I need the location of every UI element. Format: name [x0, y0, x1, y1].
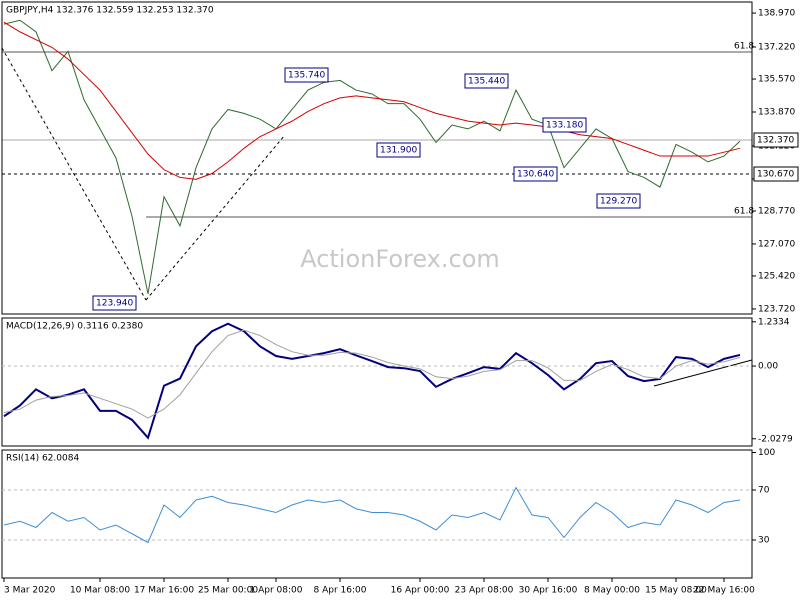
panel-frame	[1, 449, 753, 579]
series-line	[3, 19, 741, 294]
x-tick-label: 3 Mar 2020	[4, 586, 56, 596]
price-label: 132.370	[757, 136, 794, 146]
y-tick-label: -2.0279	[758, 434, 793, 444]
annotation-box	[92, 295, 137, 311]
y-tick-label: 135.570	[758, 75, 795, 85]
panel-title: RSI(14) 62.0084	[6, 454, 79, 464]
y-tick-label: 133.870	[758, 108, 795, 118]
y-tick-label: 137.220	[758, 43, 795, 53]
annotation: 61.8	[734, 207, 754, 217]
annotation-box	[596, 193, 641, 209]
x-tick-label: 8 May 00:00	[584, 586, 640, 596]
price-label-box	[753, 132, 799, 148]
y-tick-label: 125.420	[758, 271, 795, 281]
price-label: 130.670	[757, 170, 794, 180]
x-tick-label: 17 Mar 16:00	[134, 586, 194, 596]
y-tick-label: 70	[758, 486, 770, 496]
annotation-box	[542, 117, 587, 133]
y-tick-label: 0.00	[758, 362, 778, 372]
x-tick-label: 15 May 08:00	[645, 586, 707, 596]
panel-title: GBPJPY,H4 132.376 132.559 132.253 132.37…	[6, 6, 214, 16]
annotation: 129.270	[600, 197, 637, 207]
x-tick-label: 1 Apr 08:00	[250, 586, 303, 596]
y-tick-label: 100	[758, 448, 775, 458]
y-tick-label: 1.2334	[758, 317, 790, 327]
panel-frame	[1, 317, 753, 447]
annotation-box	[376, 142, 421, 158]
x-tick-label: 30 Apr 16:00	[519, 586, 578, 596]
panel-title: MACD(12,26,9) 0.3116 0.2380	[6, 322, 143, 332]
y-tick-label: 127.070	[758, 239, 795, 249]
annotation: 130.640	[517, 170, 554, 180]
series-line	[3, 329, 741, 419]
y-tick-label: 128.770	[758, 206, 795, 216]
annotation: 131.900	[380, 146, 417, 156]
y-tick-label: 123.720	[758, 304, 795, 314]
x-tick-label: 10 Mar 08:00	[70, 586, 130, 596]
series-line	[3, 21, 741, 180]
annotation-box	[284, 67, 329, 83]
x-tick-label: 22 May 16:00	[693, 586, 755, 596]
y-tick-label: 30	[758, 536, 770, 546]
x-tick-label: 16 Apr 00:00	[391, 586, 450, 596]
panel-frame	[1, 1, 753, 315]
series-line	[3, 486, 741, 544]
annotation-box	[464, 73, 509, 89]
annotation: 61.8	[734, 42, 754, 52]
annotation-box	[513, 166, 558, 182]
y-tick-label: 138.970	[758, 9, 795, 19]
annotation: 133.180	[546, 121, 583, 131]
x-tick-label: 25 Mar 00:00	[198, 586, 258, 596]
macd-trend-line	[653, 359, 753, 387]
annotation: 135.740	[288, 71, 325, 81]
annotation: 123.940	[96, 299, 133, 309]
price-label-box	[753, 166, 799, 182]
x-tick-label: 23 Apr 08:00	[455, 586, 514, 596]
watermark: ActionForex.com	[300, 245, 500, 273]
annotation: 135.440	[468, 77, 505, 87]
x-tick-label: 8 Apr 16:00	[314, 586, 367, 596]
